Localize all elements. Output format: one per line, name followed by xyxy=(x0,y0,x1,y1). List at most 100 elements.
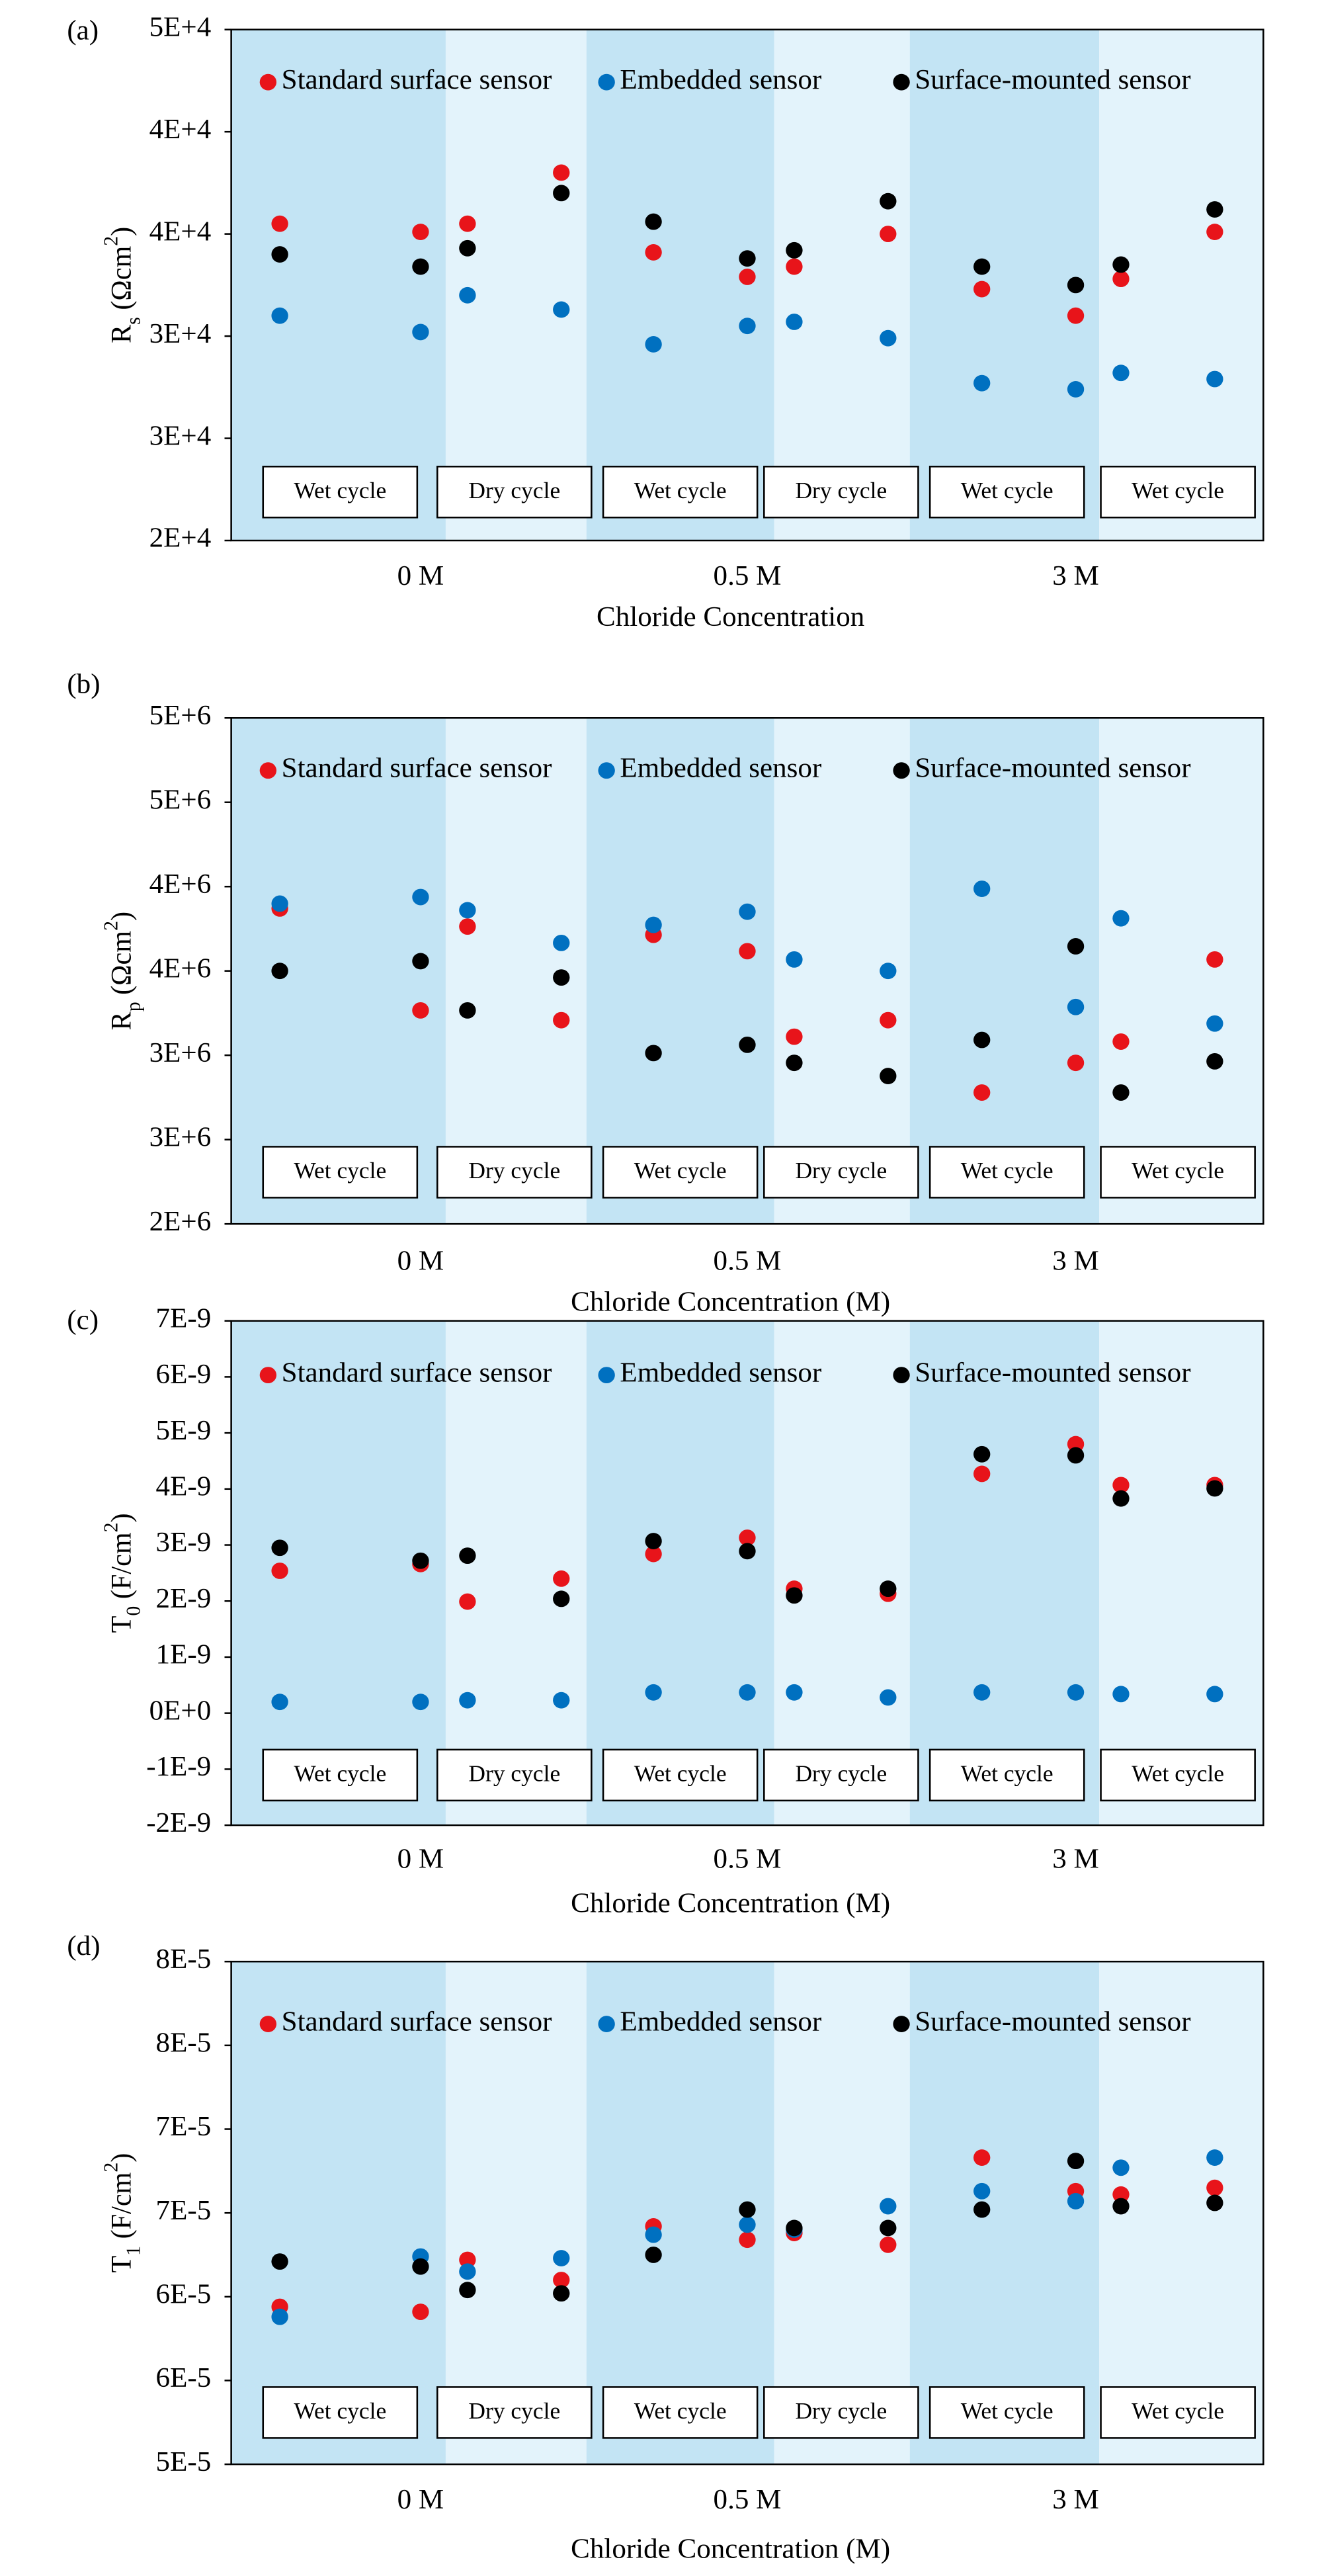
data-point xyxy=(973,1084,991,1101)
data-point xyxy=(739,1529,756,1546)
panel-label: (c) xyxy=(67,1305,99,1336)
data-point xyxy=(1206,201,1223,218)
y-tick-label: 4E+6 xyxy=(149,869,212,900)
data-point xyxy=(1112,2159,1130,2176)
y-tick-label: 3E+4 xyxy=(149,421,212,452)
data-point xyxy=(1067,938,1085,955)
data-point xyxy=(739,250,756,267)
cycle-box xyxy=(602,1748,759,1802)
data-point xyxy=(973,2201,991,2218)
data-point xyxy=(412,224,429,240)
y-tick-label: 5E-5 xyxy=(156,2446,212,2477)
legend-label: Surface-mounted sensor xyxy=(915,1357,1190,1389)
data-point xyxy=(786,1587,803,1604)
cycle-box xyxy=(929,466,1085,519)
cycle-box xyxy=(763,466,919,519)
cycle-label: Dry cycle xyxy=(795,2398,887,2424)
legend-label: Standard surface sensor xyxy=(282,64,552,95)
data-point xyxy=(1067,1054,1085,1072)
data-point xyxy=(553,1570,570,1587)
y-axis-title-part: ) xyxy=(106,912,137,921)
y-tick-label: 7E-5 xyxy=(156,2112,212,2143)
legend-marker xyxy=(259,73,277,91)
data-point xyxy=(1112,910,1130,927)
legend-label: Embedded sensor xyxy=(620,64,821,95)
y-axis-title-part: T xyxy=(106,1616,137,1633)
y-axis-title: T1 (F/cm2) xyxy=(99,2153,145,2273)
data-point xyxy=(553,1590,570,1608)
data-point xyxy=(459,2263,476,2280)
data-point xyxy=(271,246,288,263)
legend-label: Embedded sensor xyxy=(620,1357,821,1389)
data-point xyxy=(880,1689,897,1706)
cycle-band xyxy=(909,1320,1100,1826)
data-point xyxy=(412,2303,429,2321)
cycle-label: Dry cycle xyxy=(795,478,887,503)
legend-marker xyxy=(893,1367,910,1384)
data-point xyxy=(1112,256,1130,273)
cycle-label: Wet cycle xyxy=(294,1761,386,1787)
data-point xyxy=(1112,1033,1130,1050)
x-group-label: 0.5 M xyxy=(714,560,782,591)
data-point xyxy=(271,1539,288,1557)
data-point xyxy=(786,258,803,275)
legend-marker xyxy=(598,762,615,779)
cycle-label: Wet cycle xyxy=(634,2398,727,2424)
data-point xyxy=(880,1011,897,1029)
data-point xyxy=(880,2236,897,2253)
legend-marker xyxy=(259,1367,277,1384)
legend-label: Surface-mounted sensor xyxy=(915,753,1190,784)
cycle-box xyxy=(262,2386,419,2439)
data-point xyxy=(1067,1447,1085,1464)
x-group-label: 0 M xyxy=(397,1844,444,1875)
data-point xyxy=(271,1694,288,1711)
x-axis-title: Chloride Concentration (M) xyxy=(571,2534,890,2565)
cycle-band xyxy=(231,1320,446,1826)
data-point xyxy=(1206,1480,1223,1497)
data-point xyxy=(973,374,991,392)
cycle-box xyxy=(763,1748,919,1802)
cycle-band xyxy=(445,29,587,541)
legend-marker xyxy=(598,1367,615,1384)
data-point xyxy=(271,307,288,324)
y-tick-label: 4E+6 xyxy=(149,953,212,984)
data-point xyxy=(786,1684,803,1701)
cycle-box xyxy=(602,466,759,519)
x-group-label: 3 M xyxy=(1052,1844,1099,1875)
y-tick-label: 2E+4 xyxy=(149,523,212,554)
data-point xyxy=(1206,2149,1223,2166)
x-axis-title: Chloride Concentration (M) xyxy=(571,1888,890,1919)
data-point xyxy=(1067,2193,1085,2210)
y-axis-title-part: 2 xyxy=(99,2163,122,2172)
data-point xyxy=(412,2258,429,2275)
data-point xyxy=(739,269,756,285)
data-point xyxy=(1067,1684,1085,1701)
cycle-label: Wet cycle xyxy=(294,478,386,503)
data-point xyxy=(553,1692,570,1709)
data-point xyxy=(459,1692,476,1709)
cycle-band xyxy=(909,1961,1100,2465)
data-point xyxy=(1206,2179,1223,2196)
y-tick-label: 7E-5 xyxy=(156,2195,212,2226)
y-axis-title-part: T xyxy=(106,2256,137,2273)
cycle-label: Wet cycle xyxy=(1132,478,1224,503)
cycle-band xyxy=(586,29,774,541)
legend-marker xyxy=(893,762,910,779)
data-point xyxy=(1067,277,1085,294)
x-group-label: 0.5 M xyxy=(714,2484,782,2515)
data-point xyxy=(1206,224,1223,240)
cycle-box xyxy=(1100,2386,1256,2439)
cycle-label: Wet cycle xyxy=(961,1761,1053,1787)
data-point xyxy=(645,1045,662,1062)
y-tick-label: 6E-5 xyxy=(156,2279,212,2310)
data-point xyxy=(553,164,570,181)
y-tick-label: 3E+4 xyxy=(149,318,212,349)
data-point xyxy=(1067,381,1085,398)
y-tick-label: 0E+0 xyxy=(149,1696,212,1727)
cycle-label: Dry cycle xyxy=(468,478,560,503)
cycle-label: Dry cycle xyxy=(468,1158,560,1183)
y-tick-label: 2E+6 xyxy=(149,1206,212,1237)
y-axis-title-part: 2 xyxy=(99,1522,122,1532)
legend-marker xyxy=(259,762,277,779)
